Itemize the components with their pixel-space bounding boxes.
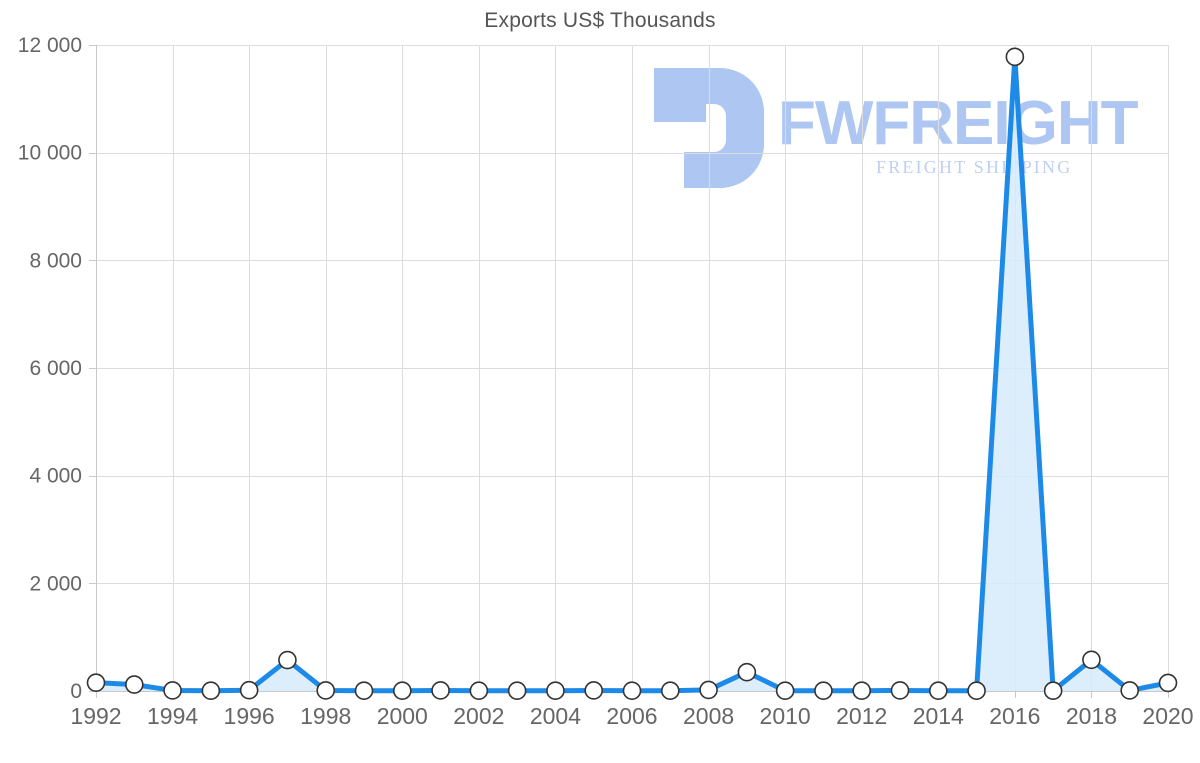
data-point-marker[interactable] <box>201 681 221 701</box>
data-point-marker[interactable] <box>1158 673 1178 693</box>
x-tick-label: 2000 <box>377 703 428 729</box>
data-point-marker[interactable] <box>86 673 106 692</box>
data-point-marker[interactable] <box>852 681 872 701</box>
y-tick-label: 12 000 <box>18 34 82 57</box>
series-markers <box>86 47 1178 701</box>
y-tick-labels: 0 2 000 4 000 6 000 8 000 10 000 12 000 <box>18 34 82 703</box>
data-point-marker[interactable] <box>699 680 718 700</box>
x-tick-label: 2008 <box>683 703 734 729</box>
data-point-marker[interactable] <box>239 680 259 700</box>
x-tick-label: 2006 <box>606 703 657 729</box>
x-tick-label: 1996 <box>224 703 275 729</box>
x-tick-label: 2002 <box>453 703 504 729</box>
x-tick-label: 1998 <box>300 703 351 729</box>
y-tick-label: 4 000 <box>29 465 82 488</box>
data-point-marker[interactable] <box>546 681 565 701</box>
data-point-marker[interactable] <box>967 681 986 701</box>
x-tick-label: 2010 <box>760 703 811 729</box>
data-point-marker[interactable] <box>584 681 604 700</box>
data-point-marker[interactable] <box>660 681 680 701</box>
x-tick-label: 1992 <box>70 703 121 729</box>
data-point-marker[interactable] <box>890 681 910 700</box>
x-tick-label: 2014 <box>913 703 964 729</box>
y-tick-label: 2 000 <box>29 572 82 595</box>
data-point-marker[interactable] <box>1043 681 1063 701</box>
x-tick-label: 2004 <box>530 703 581 729</box>
y-tick-label: 6 000 <box>29 357 82 380</box>
data-point-marker[interactable] <box>1120 681 1140 700</box>
data-point-marker[interactable] <box>814 681 833 701</box>
data-point-marker[interactable] <box>431 681 450 700</box>
data-point-marker[interactable] <box>507 681 527 701</box>
data-point-marker[interactable] <box>1005 47 1025 67</box>
data-point-marker[interactable] <box>775 681 795 701</box>
data-point-marker[interactable] <box>124 675 144 694</box>
y-tick-label: 10 000 <box>18 142 82 165</box>
y-tick-label: 0 <box>70 680 82 703</box>
data-point-marker[interactable] <box>163 681 182 700</box>
data-point-marker[interactable] <box>622 681 642 701</box>
x-tick-label: 2018 <box>1066 703 1117 729</box>
data-point-marker[interactable] <box>1082 650 1101 670</box>
data-point-marker[interactable] <box>392 681 412 701</box>
data-point-marker[interactable] <box>316 681 336 700</box>
y-tick-label: 8 000 <box>29 249 82 272</box>
data-point-marker[interactable] <box>928 681 948 701</box>
x-tick-label: 2016 <box>989 703 1040 729</box>
chart-title: Exports US$ Thousands <box>484 9 716 32</box>
x-tick-label: 2020 <box>1142 703 1193 729</box>
data-point-marker[interactable] <box>737 662 757 682</box>
data-point-marker[interactable] <box>354 681 374 701</box>
data-point-marker[interactable] <box>469 681 489 701</box>
data-point-marker[interactable] <box>278 650 297 670</box>
x-tick-label: 2012 <box>836 703 887 729</box>
x-tick-labels: 1992 1994 1996 1998 2000 2002 2004 2006 2008 2010… <box>70 703 1193 729</box>
x-tick-label: 1994 <box>147 703 198 729</box>
